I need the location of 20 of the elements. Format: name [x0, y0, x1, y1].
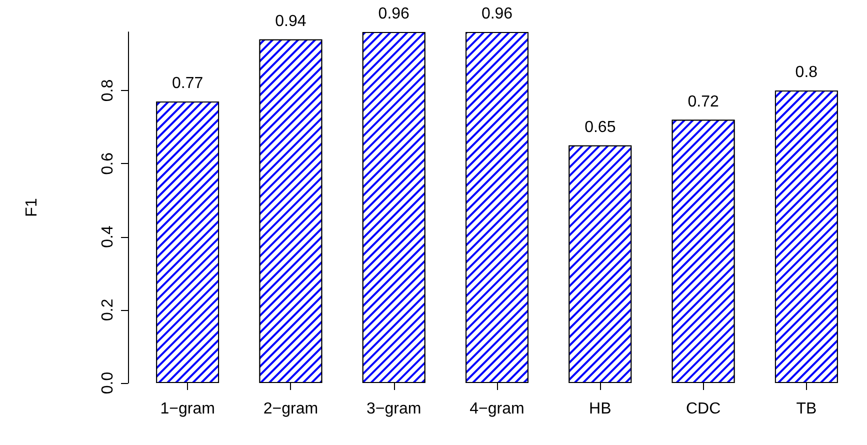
x-tick-label: HB: [589, 400, 612, 418]
y-tick-label: 0.2: [100, 298, 116, 321]
y-tick-label: 0.6: [100, 152, 116, 175]
x-tick-label: 4−gram: [470, 400, 524, 418]
y-tick-label: 0.0: [100, 372, 116, 394]
data-label: 0.65: [584, 118, 616, 136]
data-label: 0.8: [795, 64, 818, 81]
x-tick-label: 1−gram: [160, 400, 215, 418]
data-label: 0.96: [378, 6, 410, 22]
x-tick-label: CDC: [686, 400, 721, 418]
data-label: 0.96: [481, 6, 513, 22]
data-label: 0.77: [172, 74, 204, 92]
data-label: 0.94: [275, 12, 306, 30]
y-tick-label: 0.4: [100, 226, 116, 248]
y-tick-label: 0.8: [100, 79, 116, 102]
y-axis-title: F1: [24, 198, 40, 217]
x-tick-label: TB: [796, 400, 817, 418]
x-tick-label: 3−gram: [366, 400, 422, 418]
x-tick-label: 2−gram: [263, 400, 318, 418]
data-label: 0.72: [688, 93, 719, 110]
